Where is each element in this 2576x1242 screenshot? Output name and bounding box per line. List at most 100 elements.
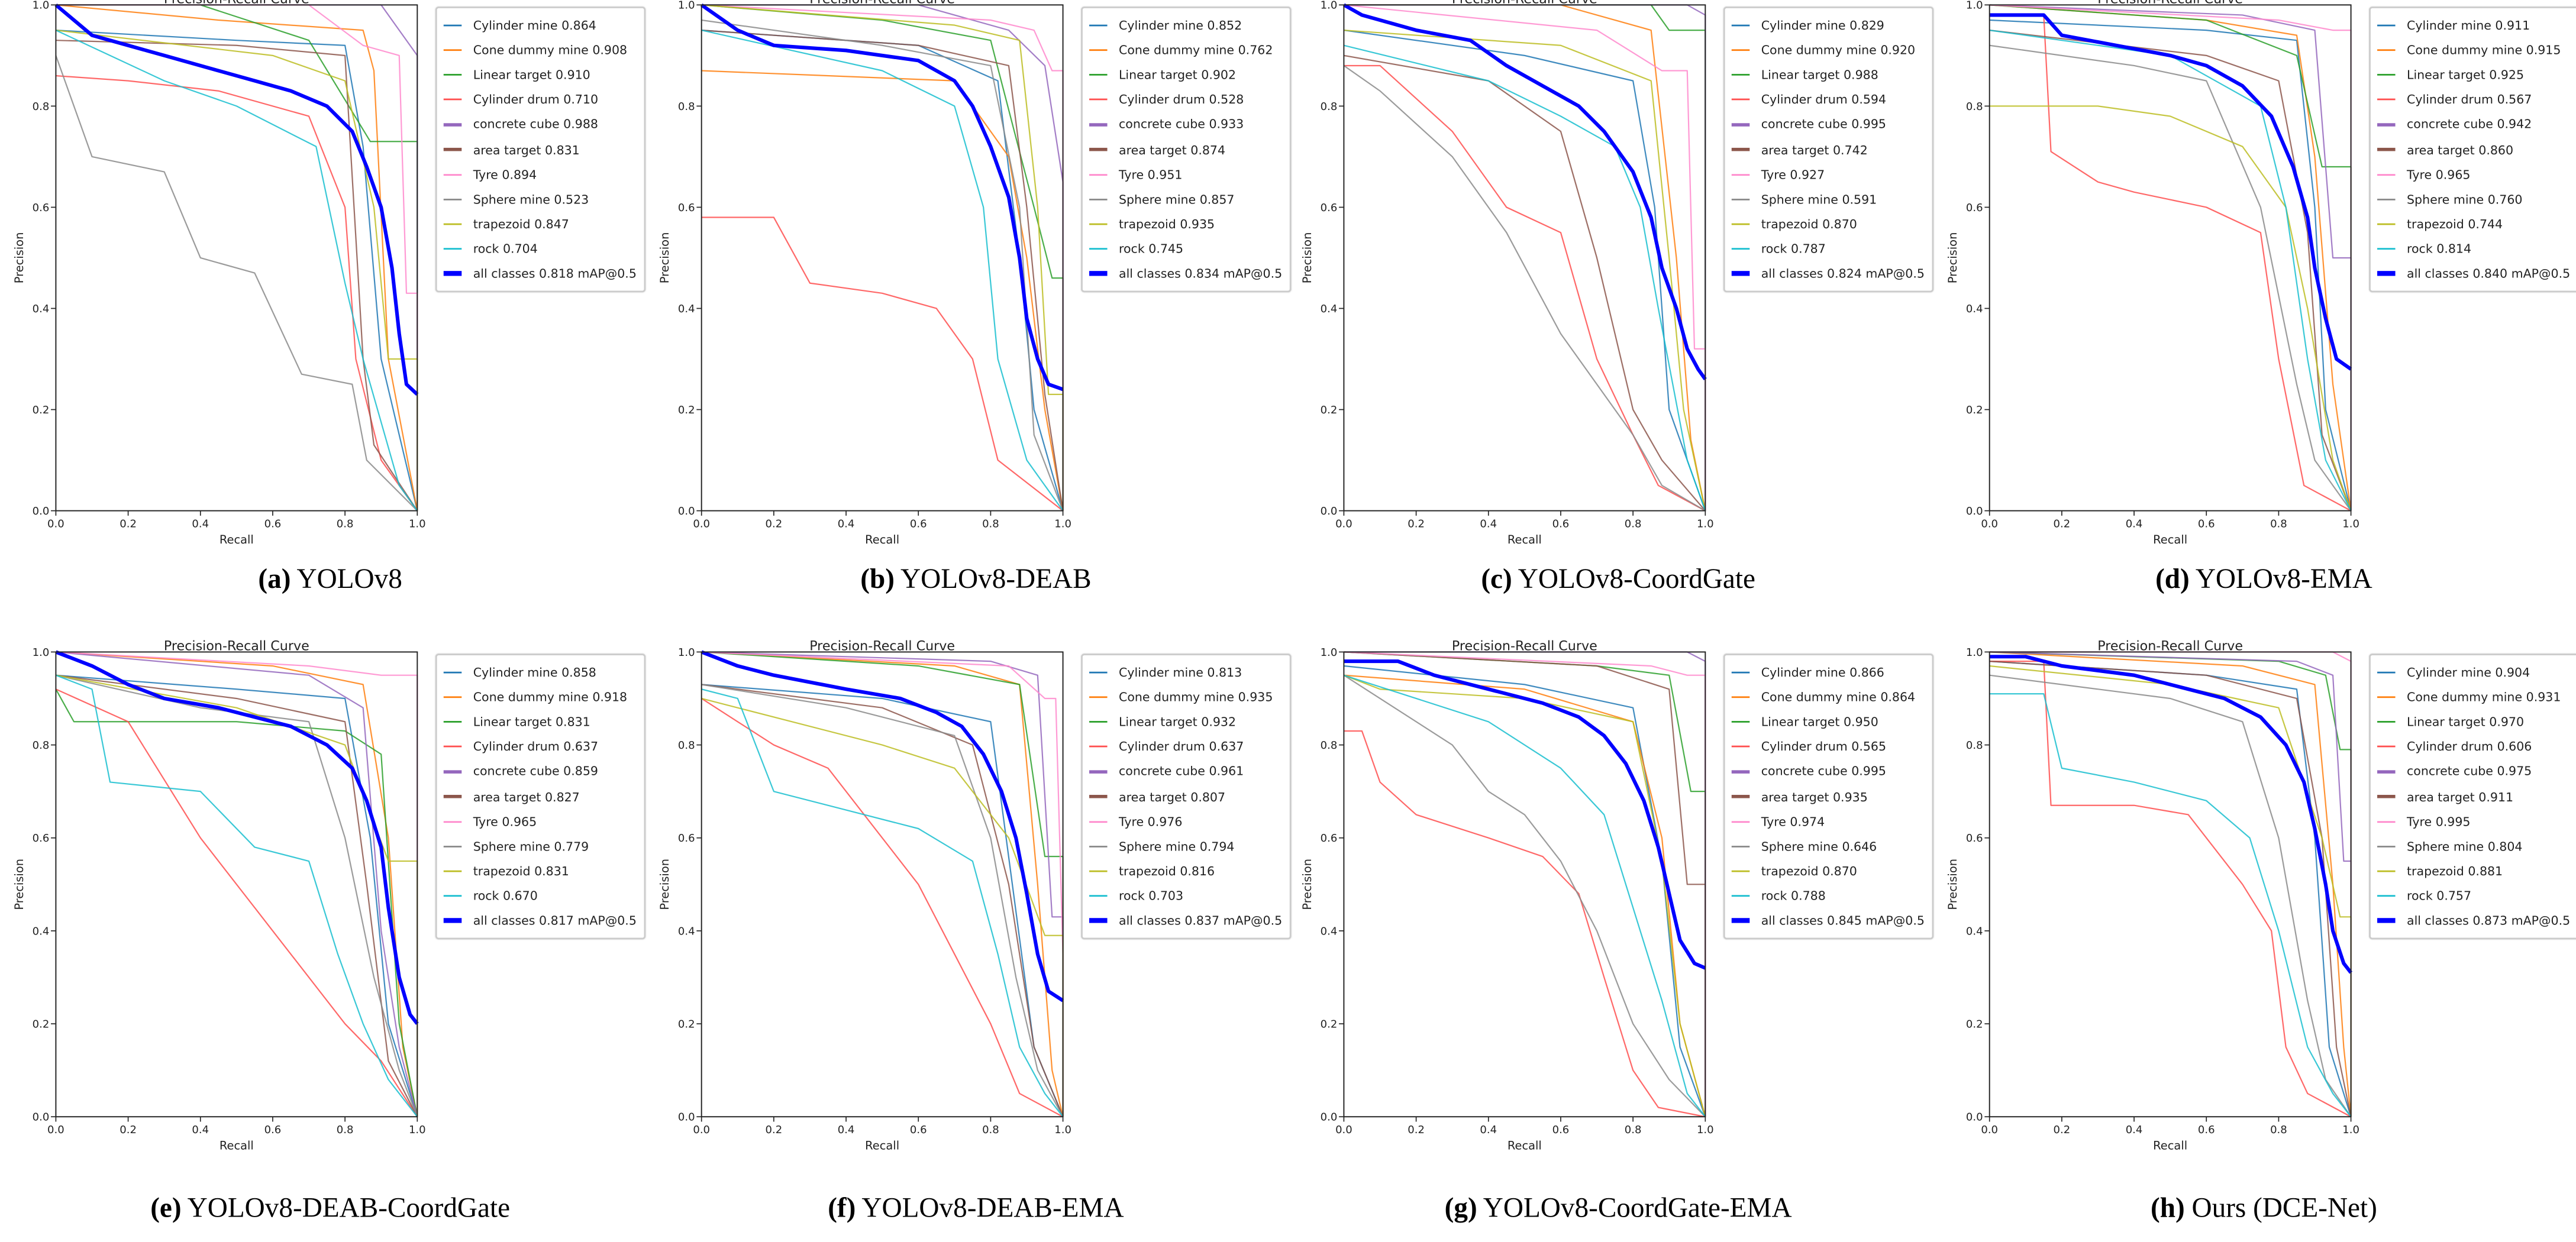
legend-value: 0.951 xyxy=(1147,167,1183,182)
legend-swatch xyxy=(443,721,462,723)
legend-item: Cylinder mine 0.813 xyxy=(1089,660,1282,685)
legend-value: 0.831 xyxy=(534,863,569,879)
legend-value: 0.817 mAP@0.5 xyxy=(539,913,637,928)
legend-item: Tyre 0.976 xyxy=(1089,809,1282,834)
y-tick-label: 0.0 xyxy=(678,1111,695,1124)
legend-value: 0.931 xyxy=(2526,690,2561,705)
y-tick-label: 1.0 xyxy=(33,646,50,659)
legend-label: Sphere mine xyxy=(1119,839,1196,854)
legend-label: Cylinder drum xyxy=(473,739,560,755)
x-axis-label: Recall xyxy=(865,1139,899,1153)
series-line-cylinder-mine xyxy=(1989,19,2352,511)
legend-label: Cylinder mine xyxy=(1761,665,1846,680)
y-tick-label: 0.6 xyxy=(1966,202,1983,214)
legend-item: area target 0.807 xyxy=(1089,784,1282,809)
x-tick-label: 0.8 xyxy=(2270,518,2287,530)
legend-item: concrete cube 0.859 xyxy=(443,759,637,784)
legend-item: Cylinder drum 0.565 xyxy=(1731,735,1925,759)
legend-swatch xyxy=(1089,148,1108,151)
subfigure-caption: (f) YOLOv8-DEAB-EMA xyxy=(654,1192,1298,1225)
legend-item: Linear target 0.831 xyxy=(443,710,637,735)
legend-item: rock 0.788 xyxy=(1731,883,1925,908)
legend-label: concrete cube xyxy=(1761,764,1848,780)
plot-frame xyxy=(701,651,1064,1118)
caption-letter: (d) xyxy=(2155,563,2190,595)
legend-value: 0.606 xyxy=(2497,739,2532,755)
legend-item: Cone dummy mine 0.918 xyxy=(443,685,637,710)
legend-value: 0.858 xyxy=(561,665,596,680)
legend-item: concrete cube 0.961 xyxy=(1089,759,1282,784)
legend-value: 0.995 xyxy=(1851,764,1886,780)
x-tick-label: 1.0 xyxy=(2342,518,2359,530)
plot-frame xyxy=(1343,4,1706,512)
y-tick-label: 0.8 xyxy=(1966,101,1983,113)
legend-value: 0.787 xyxy=(1791,241,1826,256)
legend-swatch xyxy=(1089,49,1108,51)
y-tick-label: 0.8 xyxy=(33,101,50,113)
legend-swatch xyxy=(1089,124,1108,126)
legend-label: concrete cube xyxy=(1119,764,1205,780)
legend-value: 0.911 xyxy=(2478,789,2514,804)
series-line-cylinder-mine xyxy=(1989,660,2352,1117)
legend-swatch xyxy=(1089,173,1108,176)
legend-swatch xyxy=(443,271,462,276)
legend-label: all classes xyxy=(1761,266,1823,281)
series-line-cylinder-drum xyxy=(1344,730,1706,1118)
legend-item: Linear target 0.970 xyxy=(2377,710,2570,735)
y-tick-label: 0.6 xyxy=(678,832,695,845)
legend-label: Tyre xyxy=(473,814,498,829)
legend-value: 0.864 xyxy=(1880,690,1916,705)
x-tick-label: 0.4 xyxy=(192,518,209,530)
legend-value: 0.523 xyxy=(554,192,589,207)
legend-label: all classes xyxy=(2407,913,2469,928)
legend-value: 0.881 xyxy=(2468,863,2503,879)
legend-swatch xyxy=(2377,173,2396,176)
legend-label: trapezoid xyxy=(1119,863,1176,879)
chart-title: Precision-Recall Curve xyxy=(809,0,955,7)
legend-item: Cylinder mine 0.866 xyxy=(1731,660,1925,685)
chart-title: Precision-Recall Curve xyxy=(164,0,309,7)
legend-swatch xyxy=(443,820,462,823)
legend-item: area target 0.827 xyxy=(443,784,637,809)
legend-item: Sphere mine 0.591 xyxy=(1731,187,1925,212)
legend-swatch xyxy=(1731,222,1750,225)
series-line-cone-dummy-mine xyxy=(701,70,1064,511)
legend-value: 0.703 xyxy=(1148,888,1184,903)
x-tick-label: 0.2 xyxy=(1408,1124,1425,1136)
legend-label: trapezoid xyxy=(1761,863,1819,879)
legend-value: 0.704 xyxy=(503,241,538,256)
series-line-area-target xyxy=(1989,660,2352,1117)
series-line-cylinder-drum xyxy=(55,688,418,1117)
y-axis-label: Precision xyxy=(658,232,672,284)
legend-item: Cylinder drum 0.594 xyxy=(1731,88,1925,112)
legend-item: Linear target 0.910 xyxy=(443,63,637,88)
y-tick-label: 0.4 xyxy=(33,303,50,315)
y-tick-label: 1.0 xyxy=(1321,0,1338,12)
legend-value: 0.757 xyxy=(2436,888,2472,903)
legend-swatch xyxy=(1089,771,1108,773)
legend-label: concrete cube xyxy=(2407,764,2493,780)
legend-label: concrete cube xyxy=(1761,117,1848,132)
y-tick-label: 1.0 xyxy=(33,0,50,12)
legend-item: Linear target 0.950 xyxy=(1731,710,1925,735)
legend-item: area target 0.742 xyxy=(1731,137,1925,162)
legend-value: 0.567 xyxy=(2497,92,2532,108)
legend-label: trapezoid xyxy=(1761,216,1819,231)
series-line-all-classes xyxy=(1344,659,1706,970)
legend-value: 0.932 xyxy=(1201,714,1237,730)
legend-label: Cylinder drum xyxy=(1119,739,1205,755)
legend-value: 0.965 xyxy=(502,814,537,829)
x-tick-label: 0.2 xyxy=(2054,1124,2071,1136)
subfigure-caption: (g) YOLOv8-CoordGate-EMA xyxy=(1296,1192,1941,1225)
legend-label: Tyre xyxy=(1119,814,1144,829)
legend-swatch xyxy=(2377,746,2396,748)
y-axis-label: Precision xyxy=(12,859,26,910)
plot-frame xyxy=(55,4,418,512)
series-line-area-target xyxy=(701,29,1064,511)
x-tick-label: 0.0 xyxy=(1981,1124,1998,1136)
legend-swatch xyxy=(2377,696,2396,698)
legend-item: Cone dummy mine 0.762 xyxy=(1089,38,1282,63)
legend-value: 0.594 xyxy=(1851,92,1887,108)
legend-label: Tyre xyxy=(2407,167,2432,182)
legend-item: concrete cube 0.975 xyxy=(2377,759,2570,784)
